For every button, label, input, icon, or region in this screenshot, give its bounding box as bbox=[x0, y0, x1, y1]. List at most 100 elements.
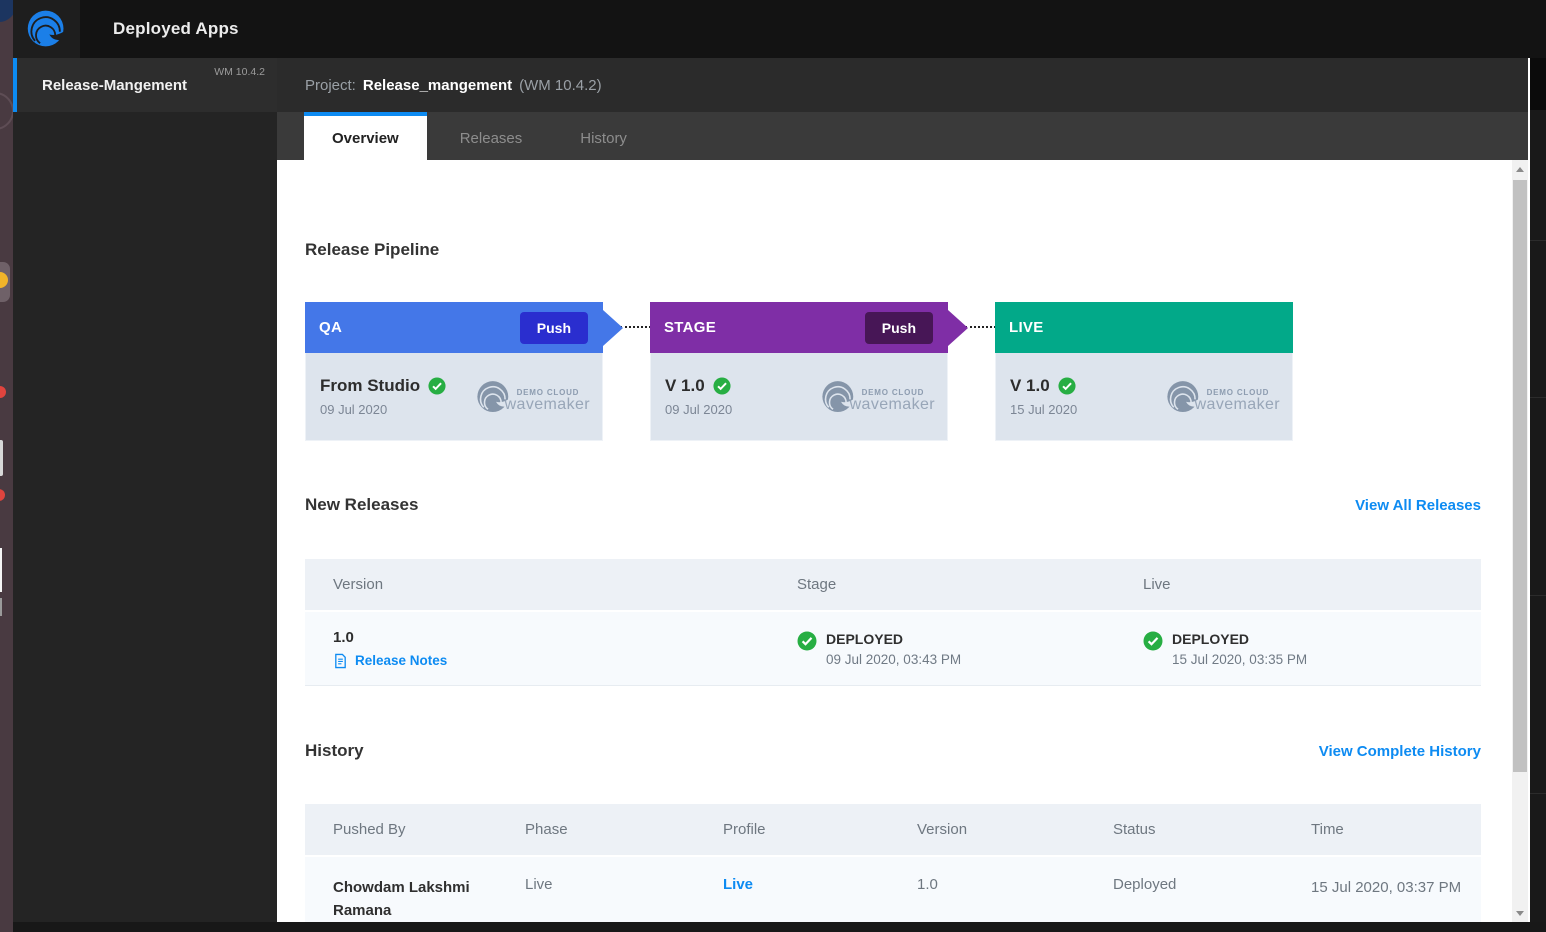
dock-icon-fragment bbox=[0, 548, 2, 592]
project-label: Project: bbox=[305, 76, 356, 94]
view-all-releases-link[interactable]: View All Releases bbox=[1355, 497, 1481, 514]
background-dock-strip bbox=[0, 0, 13, 932]
wavemaker-label: wavemaker bbox=[504, 395, 590, 413]
project-name: Release_mangement bbox=[362, 76, 513, 94]
dock-icon-fragment bbox=[0, 440, 3, 476]
table-row: Chowdam Lakshmi Ramana Live Live 1.0 Dep… bbox=[305, 855, 1481, 922]
stage-name: STAGE bbox=[664, 319, 717, 336]
arrow-up-icon bbox=[1516, 166, 1524, 172]
scroll-down-button[interactable] bbox=[1512, 904, 1528, 922]
document-icon bbox=[335, 653, 346, 668]
history-version: 1.0 bbox=[917, 876, 938, 893]
pipeline-connector bbox=[620, 326, 651, 328]
deployed-check-icon bbox=[428, 377, 446, 395]
history-phase: Live bbox=[525, 876, 553, 893]
wavemaker-wave-icon-grey bbox=[821, 380, 853, 412]
selected-indicator bbox=[13, 58, 17, 112]
main-panel: Project: Release_mangement (WM 10.4.2) O… bbox=[277, 58, 1528, 922]
scroll-up-button[interactable] bbox=[1512, 160, 1528, 178]
sidebar-app-name: Release-Mangement bbox=[42, 77, 188, 94]
demo-cloud-label: DEMO CLOUD bbox=[516, 387, 580, 397]
demo-cloud-label: DEMO CLOUD bbox=[861, 387, 925, 397]
release-pipeline-title: Release Pipeline bbox=[305, 240, 440, 259]
arrow-down-icon bbox=[1516, 910, 1524, 916]
column-profile: Profile bbox=[723, 821, 766, 838]
wavemaker-wave-icon-grey bbox=[1166, 380, 1198, 412]
project-header: Project: Release_mangement (WM 10.4.2) bbox=[277, 58, 1528, 112]
section-new-releases: New Releases View All Releases Version S… bbox=[305, 495, 1481, 686]
pipeline-connector bbox=[965, 326, 996, 328]
dock-icon-fragment bbox=[0, 272, 8, 288]
section-history: History View Complete History Pushed By … bbox=[305, 741, 1481, 922]
stage-date: 15 Jul 2020 bbox=[1010, 402, 1078, 417]
stage-body-stage: V 1.0 09 Jul 2020 bbox=[650, 353, 948, 441]
column-live: Live bbox=[1143, 576, 1171, 593]
release-version: 1.0 bbox=[333, 628, 354, 646]
history-table: Pushed By Phase Profile Version Status T… bbox=[305, 804, 1481, 922]
demo-cloud-logo: DEMO CLOUD wavemaker bbox=[475, 378, 590, 416]
column-pushed-by: Pushed By bbox=[333, 821, 406, 838]
sidebar-item-release-management[interactable]: Release-Mangement WM 10.4.2 bbox=[13, 58, 277, 112]
window-edge-highlight bbox=[1528, 58, 1530, 922]
stage-name: QA bbox=[319, 319, 343, 336]
wavemaker-label: wavemaker bbox=[1194, 395, 1280, 413]
stage-header-live: LIVE bbox=[995, 302, 1293, 353]
deployed-check-icon bbox=[1143, 631, 1163, 650]
column-stage: Stage bbox=[797, 576, 837, 593]
history-pushed-by: Chowdam Lakshmi Ramana bbox=[333, 879, 470, 919]
tab-overview[interactable]: Overview bbox=[304, 112, 427, 160]
release-notes-link[interactable]: Release Notes bbox=[333, 653, 769, 669]
column-status: Status bbox=[1113, 821, 1156, 838]
tab-releases[interactable]: Releases bbox=[459, 129, 523, 147]
table-header-row: Version Stage Live bbox=[305, 559, 1481, 610]
column-phase: Phase bbox=[525, 821, 568, 838]
stage-body-qa: From Studio 09 Jul 2020 bbox=[305, 353, 603, 441]
view-complete-history-link[interactable]: View Complete History bbox=[1318, 743, 1481, 760]
stage-header-stage: STAGE Push bbox=[650, 302, 968, 353]
table-row: 1.0 Release Notes bbox=[305, 610, 1481, 686]
history-profile-link[interactable]: Live bbox=[723, 876, 754, 893]
sidebar-app-version: WM 10.4.2 bbox=[214, 66, 265, 78]
dock-icon-fragment bbox=[0, 92, 13, 130]
dock-icon-fragment bbox=[0, 0, 13, 22]
stage-status: DEPLOYED bbox=[826, 630, 904, 647]
history-status: Deployed bbox=[1113, 876, 1177, 893]
live-time: 15 Jul 2020, 03:35 PM bbox=[1172, 651, 1308, 667]
pipeline-row: QA Push From Studio bbox=[305, 302, 1481, 441]
background-window-strip bbox=[1530, 58, 1546, 932]
deployed-check-icon bbox=[1058, 377, 1076, 395]
stage-arrow bbox=[603, 309, 623, 346]
tab-bar: Overview Releases History bbox=[277, 112, 1528, 160]
deployed-check-icon bbox=[797, 631, 817, 650]
wavemaker-label: wavemaker bbox=[849, 395, 935, 413]
stage-header-qa: QA Push bbox=[305, 302, 623, 353]
stage-date: 09 Jul 2020 bbox=[320, 402, 388, 417]
tab-history[interactable]: History bbox=[580, 129, 627, 147]
top-bar: Deployed Apps bbox=[13, 0, 1546, 58]
deployed-check-icon bbox=[713, 377, 731, 395]
push-button-stage[interactable]: Push bbox=[864, 311, 933, 344]
demo-cloud-logo: DEMO CLOUD wavemaker bbox=[1165, 378, 1280, 416]
wavemaker-wave-icon bbox=[27, 10, 63, 47]
stage-version-label: V 1.0 bbox=[1010, 376, 1050, 395]
demo-cloud-label: DEMO CLOUD bbox=[1206, 387, 1270, 397]
column-time: Time bbox=[1311, 821, 1344, 838]
new-releases-title: New Releases bbox=[305, 495, 419, 514]
stage-card-qa: QA Push From Studio bbox=[305, 302, 623, 441]
push-button-qa[interactable]: Push bbox=[519, 311, 588, 344]
new-releases-table: Version Stage Live 1.0 R bbox=[305, 559, 1481, 686]
table-header-row: Pushed By Phase Profile Version Status T… bbox=[305, 804, 1481, 855]
stage-time: 09 Jul 2020, 03:43 PM bbox=[826, 651, 962, 667]
dock-icon-fragment bbox=[0, 386, 6, 398]
vertical-scrollbar[interactable] bbox=[1512, 160, 1528, 922]
stage-body-live: V 1.0 15 Jul 2020 bbox=[995, 353, 1293, 441]
column-version: Version bbox=[917, 821, 968, 838]
wavemaker-wave-icon-grey bbox=[476, 380, 508, 412]
release-notes-label: Release Notes bbox=[355, 653, 448, 668]
section-release-pipeline: Release Pipeline QA Push bbox=[305, 240, 1481, 441]
stage-version-label: V 1.0 bbox=[665, 376, 705, 395]
wavemaker-logo-tile[interactable] bbox=[13, 0, 80, 58]
scrollbar-thumb[interactable] bbox=[1513, 180, 1527, 772]
page-title: Deployed Apps bbox=[113, 19, 239, 38]
